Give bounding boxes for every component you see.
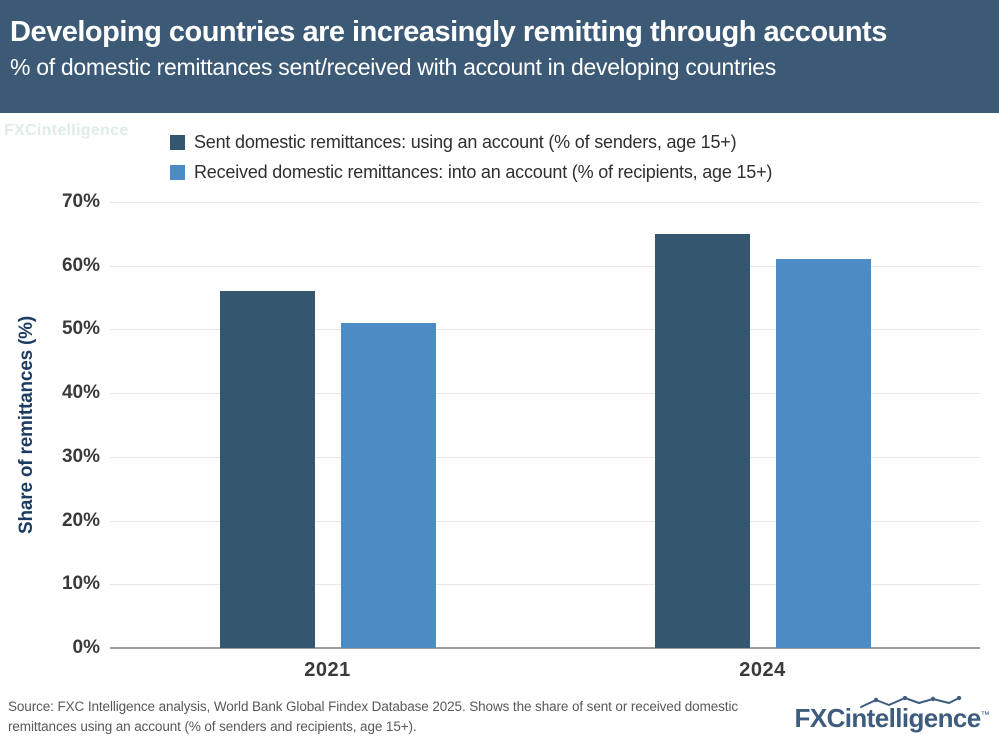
gridline-30: [110, 456, 980, 458]
y-tick-label-50: 50%: [61, 318, 100, 340]
chart-title: Developing countries are increasingly re…: [10, 16, 887, 48]
y-tick-label-60: 60%: [61, 254, 100, 276]
gridline-20: [110, 520, 980, 522]
legend-label: Received domestic remittances: into an a…: [194, 161, 773, 182]
gridline-10: [110, 584, 980, 586]
y-axis-title: Share of remittances (%): [16, 316, 37, 534]
x-axis-label-2021: 2021: [304, 659, 351, 681]
sent-swatch-icon: [170, 134, 185, 150]
faint-watermark-logo: FXCintelligence: [4, 122, 129, 139]
x-axis-line: [110, 647, 980, 649]
gridline-50: [110, 329, 980, 331]
y-tick-label-70: 70%: [61, 191, 100, 212]
legend-item-received: Received domestic remittances: into an a…: [170, 157, 772, 187]
y-tick-label-40: 40%: [61, 382, 100, 404]
source-note: Source: FXC Intelligence analysis, World…: [8, 699, 738, 734]
chart-subtitle: % of domestic remittances sent/received …: [10, 54, 776, 81]
legend: Sent domestic remittances: using an acco…: [170, 127, 772, 187]
y-tick-label-20: 20%: [61, 509, 100, 531]
logo-text: FXCintelligence™: [794, 696, 990, 733]
header-band: Developing countries are increasingly re…: [0, 0, 999, 113]
y-tick-label-30: 30%: [61, 445, 100, 467]
logo-intelligence: intelligence: [844, 703, 981, 733]
bar-received-2024: [775, 259, 871, 648]
plot-area: [110, 202, 980, 649]
legend-item-sent: Sent domestic remittances: using an acco…: [170, 127, 772, 157]
fxc-intelligence-logo: FXCintelligence™: [794, 696, 990, 733]
y-tick-label-10: 10%: [61, 573, 100, 595]
logo-trademark: ™: [980, 709, 990, 720]
logo-fxc: FXC: [794, 703, 846, 733]
bar-sent-2021: [219, 291, 315, 648]
gridline-70: [110, 202, 980, 203]
received-swatch-icon: [170, 164, 185, 180]
legend-label: Sent domestic remittances: using an acco…: [194, 131, 737, 152]
gridline-60: [110, 265, 980, 267]
bar-sent-2024: [654, 233, 750, 648]
bar-received-2021: [340, 323, 436, 648]
gridline-40: [110, 393, 980, 395]
x-axis-label-2024: 2024: [739, 659, 786, 681]
y-tick-label-0: 0%: [72, 637, 100, 658]
